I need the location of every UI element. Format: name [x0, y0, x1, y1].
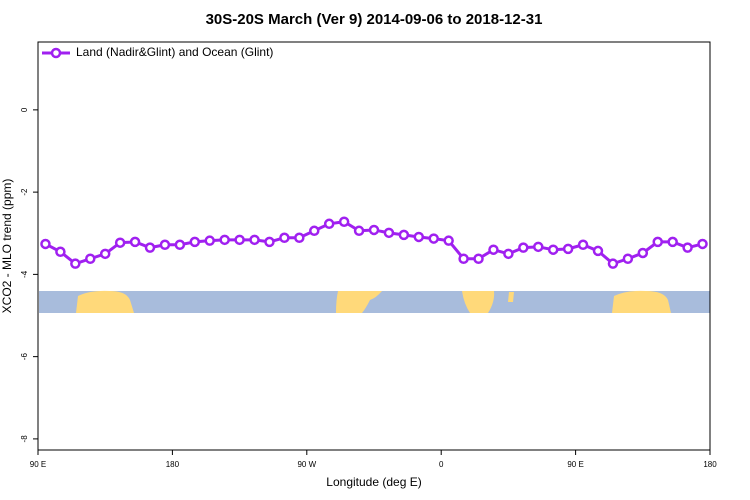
- x-axis-label: Longitude (deg E): [326, 475, 421, 489]
- point: [458, 253, 469, 264]
- chart-title: 30S-20S March (Ver 9) 2014-09-06 to 2018…: [206, 11, 543, 28]
- point: [279, 232, 290, 244]
- point: [219, 234, 230, 246]
- point: [249, 234, 260, 246]
- point: [338, 216, 350, 227]
- point: [159, 239, 171, 251]
- point: [189, 236, 201, 248]
- point: [55, 246, 66, 258]
- legend-marker: [50, 47, 62, 59]
- point: [309, 225, 320, 237]
- point: [353, 225, 365, 237]
- point: [383, 227, 395, 239]
- point: [697, 238, 708, 250]
- y-tick-label: -2: [20, 188, 29, 196]
- point: [592, 245, 604, 257]
- point: [294, 232, 305, 244]
- point: [264, 236, 275, 248]
- x-tick-label: 90 E: [567, 460, 583, 469]
- y-tick-label: 0: [20, 107, 29, 112]
- point: [368, 224, 380, 236]
- point: [562, 243, 574, 255]
- land: [462, 291, 495, 313]
- point: [174, 239, 186, 251]
- point: [234, 234, 245, 246]
- point: [503, 248, 514, 260]
- point: [99, 248, 111, 260]
- legend-label: Land (Nadir&Glint) and Ocean (Glint): [76, 45, 273, 59]
- point: [652, 236, 663, 248]
- point: [413, 231, 425, 243]
- point: [85, 253, 96, 264]
- point: [323, 218, 335, 230]
- x-tick-label: 90 E: [30, 460, 46, 469]
- x-tick-label: 180: [703, 460, 717, 469]
- y-tick-label: -6: [20, 353, 29, 361]
- point: [40, 238, 51, 250]
- y-tick-label: -8: [20, 435, 29, 443]
- point: [129, 236, 141, 248]
- ocean: [39, 291, 710, 313]
- point: [488, 244, 499, 255]
- point: [622, 253, 634, 264]
- plot-frame: [37, 41, 711, 451]
- land: [508, 292, 514, 302]
- point: [70, 258, 81, 269]
- land: [76, 290, 134, 313]
- point: [473, 253, 484, 264]
- x-tick-label: 180: [166, 460, 180, 469]
- point: [144, 242, 156, 253]
- point: [114, 237, 126, 248]
- point: [443, 235, 454, 246]
- point: [637, 247, 649, 259]
- point: [547, 244, 559, 255]
- point: [533, 241, 544, 253]
- point: [428, 233, 439, 244]
- point: [204, 235, 215, 246]
- land: [336, 291, 382, 313]
- x-tick-label: 90 W: [297, 460, 316, 469]
- y-axis-label: XCO2 - MLO trend (ppm): [0, 179, 14, 314]
- land: [612, 290, 671, 313]
- map-band: [39, 290, 710, 313]
- point: [518, 242, 529, 253]
- point: [667, 236, 678, 248]
- point: [577, 239, 589, 251]
- x-tick-label: 0: [439, 460, 444, 469]
- point: [607, 258, 619, 269]
- point: [682, 242, 693, 253]
- y-tick-label: -4: [20, 270, 29, 278]
- point: [398, 229, 410, 241]
